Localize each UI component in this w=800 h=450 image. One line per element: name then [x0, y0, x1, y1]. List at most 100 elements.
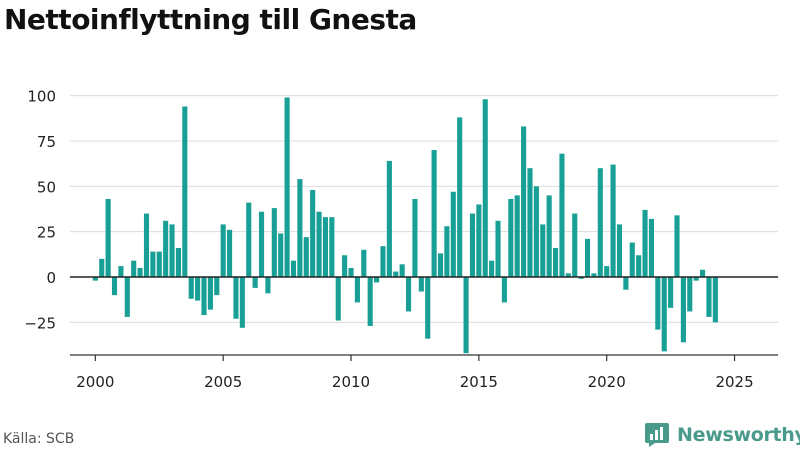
x-tick-label: 2020 — [588, 373, 626, 391]
bar-2024-04 — [712, 277, 718, 323]
y-tick-label: 25 — [37, 224, 56, 242]
bar-2015-04 — [482, 99, 488, 278]
bar-2020-07 — [616, 224, 623, 278]
bar-2010-10 — [367, 277, 373, 326]
bar-2009-10 — [342, 255, 348, 278]
bar-2017-07 — [540, 224, 546, 278]
bar-2018-07 — [565, 273, 571, 278]
bar-2018-04 — [559, 153, 565, 278]
bar-2021-04 — [636, 255, 642, 278]
bar-2004-10 — [214, 277, 220, 296]
bar-2005-01 — [220, 224, 226, 278]
y-tick-label: 100 — [27, 88, 56, 106]
bar-2008-10 — [316, 211, 322, 278]
bar-2016-10 — [521, 126, 527, 278]
bar-2001-01 — [118, 266, 124, 278]
x-tick-label: 2025 — [715, 373, 753, 391]
bar-2000-04 — [99, 258, 105, 278]
bar-2016-04 — [508, 199, 514, 278]
bar-2008-01 — [297, 179, 303, 278]
bar-2019-10 — [597, 168, 603, 278]
bar-2012-07 — [412, 199, 418, 278]
bar-2022-04 — [661, 277, 667, 352]
bar-2015-01 — [476, 204, 482, 278]
bar-2011-07 — [386, 160, 392, 278]
bar-2014-10 — [469, 213, 476, 278]
bar-2007-10 — [290, 260, 297, 278]
bar-2021-10 — [648, 218, 654, 278]
bar-2015-07 — [489, 260, 495, 278]
bar-2017-01 — [527, 168, 533, 278]
bar-2016-01 — [501, 277, 507, 303]
bar-2023-04 — [687, 277, 693, 312]
bar-2007-07 — [284, 97, 290, 278]
bar-2007-01 — [271, 208, 277, 278]
bar-2014-07 — [463, 277, 469, 354]
bar-2003-07 — [182, 106, 188, 278]
bar-2022-01 — [655, 277, 661, 330]
bar-2001-04 — [124, 277, 130, 317]
bar-2011-01 — [374, 277, 380, 283]
bar-2005-04 — [227, 229, 233, 278]
chart-title: Nettoinflyttning till Gnesta — [4, 3, 417, 36]
bar-2007-04 — [278, 233, 284, 278]
source-label: Källa: SCB — [3, 431, 75, 447]
bar-2019-04 — [584, 238, 591, 278]
bar-2009-01 — [322, 217, 329, 278]
bar-2004-04 — [201, 277, 207, 316]
bar-2002-10 — [163, 220, 169, 278]
bar-2018-10 — [572, 213, 578, 278]
bar-2021-01 — [629, 242, 635, 278]
y-tick-label: 50 — [37, 178, 56, 196]
bar-2003-10 — [188, 277, 194, 299]
bar-2006-07 — [258, 211, 265, 278]
newsworthy-logo-icon — [645, 423, 669, 447]
bar-2006-10 — [265, 277, 271, 294]
bar-2020-01 — [604, 266, 610, 278]
bar-2013-07 — [437, 253, 444, 278]
bar-2000-07 — [105, 199, 111, 278]
bar-2014-04 — [457, 117, 463, 278]
bar-2013-04 — [431, 150, 437, 278]
bar-2013-01 — [425, 277, 431, 339]
bar-2012-10 — [418, 277, 424, 292]
bar-2017-04 — [533, 186, 539, 278]
bar-2012-04 — [405, 277, 412, 312]
bar-2009-04 — [329, 217, 335, 278]
x-tick-label: 2005 — [204, 373, 242, 391]
x-axis-ticks: 2000 2005 2010 2015 2020 2025 — [76, 355, 754, 391]
bar-2013-10 — [444, 226, 450, 278]
bar-2020-04 — [610, 164, 616, 278]
bar-2004-07 — [207, 277, 213, 310]
bar-2015-10 — [495, 220, 501, 278]
bar-2001-10 — [137, 267, 143, 278]
bar-2011-10 — [393, 271, 399, 278]
bar-2020-10 — [623, 277, 629, 290]
bar-2003-01 — [169, 224, 175, 278]
bar-2012-01 — [399, 264, 405, 278]
y-axis-tick-labels: 100 75 50 25 0 −25 — [24, 88, 56, 333]
x-tick-label: 2015 — [460, 373, 498, 391]
bar-2002-07 — [156, 251, 162, 278]
bar-2018-01 — [553, 247, 559, 278]
bar-2019-07 — [591, 273, 597, 278]
bar-2002-04 — [150, 251, 156, 278]
y-tick-label: −25 — [24, 314, 56, 332]
bar-2001-07 — [131, 260, 137, 278]
bar-2005-07 — [233, 277, 239, 319]
bar-2014-01 — [450, 191, 456, 278]
bar-2008-07 — [310, 189, 316, 278]
bar-2017-10 — [546, 195, 552, 278]
y-tick-label: 0 — [46, 269, 56, 287]
bar-2009-07 — [335, 277, 341, 321]
newsworthy-brand[interactable]: Newsworthy — [644, 421, 800, 449]
y-tick-label: 75 — [37, 133, 56, 151]
bar-2023-07 — [693, 277, 699, 281]
bar-2000-10 — [111, 277, 118, 296]
bar-2003-04 — [175, 247, 181, 278]
bar-2023-01 — [680, 277, 686, 343]
bar-2024-01 — [706, 277, 712, 317]
bar-2006-04 — [252, 277, 258, 288]
bar-2016-07 — [514, 195, 520, 278]
